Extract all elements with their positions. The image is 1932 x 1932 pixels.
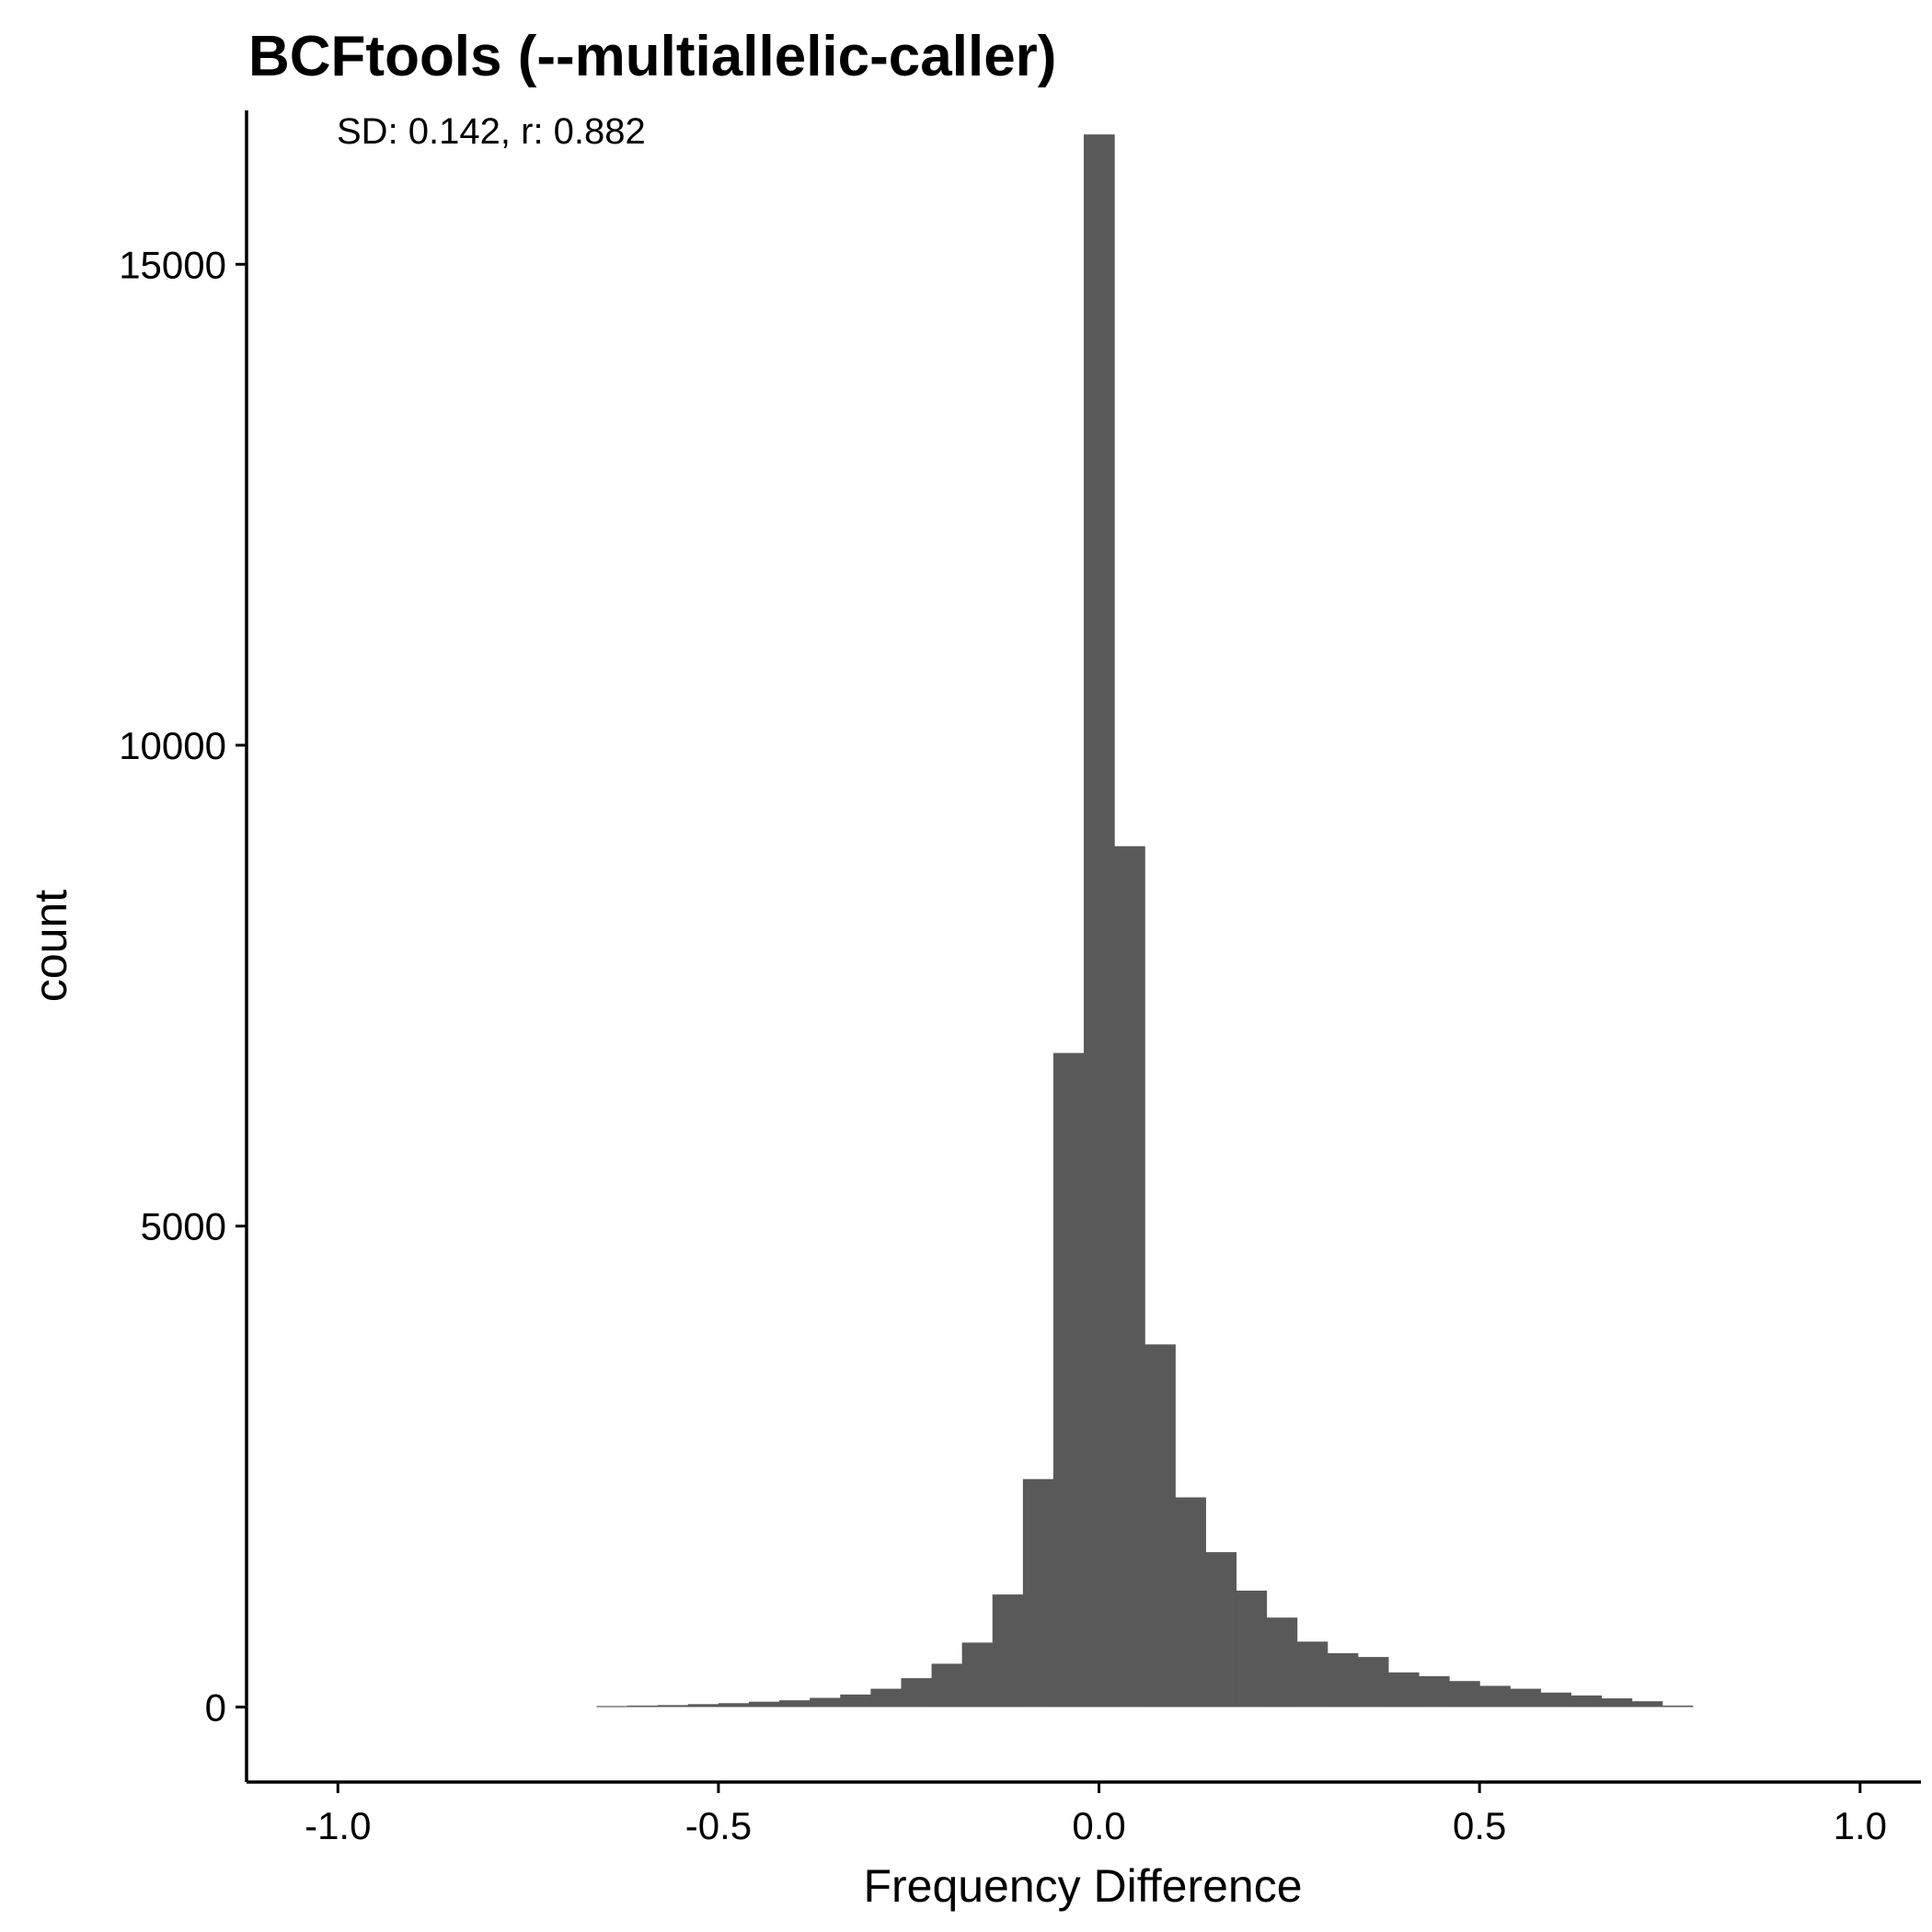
y-axis-ticks: 0 5000 10000 15000 xyxy=(119,243,247,1729)
y-tick-label: 0 xyxy=(205,1685,226,1729)
y-axis-title: count xyxy=(25,890,76,1002)
histogram-bar xyxy=(1601,1698,1633,1708)
histogram-bar xyxy=(1357,1657,1389,1708)
histogram-bar xyxy=(1540,1692,1572,1708)
y-tick-label: 15000 xyxy=(119,243,226,286)
histogram-bar xyxy=(1419,1676,1450,1708)
histogram-bar xyxy=(961,1642,994,1708)
histogram-bars xyxy=(596,134,1694,1708)
histogram-bar xyxy=(1175,1497,1206,1708)
x-tick-label: -0.5 xyxy=(685,1804,752,1847)
histogram-bar xyxy=(718,1703,750,1708)
histogram-bar xyxy=(1205,1552,1237,1708)
histogram-bar xyxy=(992,1594,1024,1708)
histogram-bar xyxy=(1570,1695,1603,1708)
histogram-bar xyxy=(1022,1478,1054,1708)
histogram-bar xyxy=(687,1704,719,1708)
histogram-bar xyxy=(779,1700,811,1708)
x-tick-label: 0.0 xyxy=(1072,1804,1125,1847)
stats-annotation: SD: 0.142, r: 0.882 xyxy=(337,111,646,152)
x-tick-label: 1.0 xyxy=(1834,1804,1887,1847)
chart-title: BCFtools (--multiallelic-caller) xyxy=(248,25,1056,88)
histogram-bar xyxy=(1266,1617,1298,1708)
histogram-bar xyxy=(1387,1672,1420,1708)
histogram-bar xyxy=(1510,1688,1541,1708)
x-tick-label: 0.5 xyxy=(1453,1804,1506,1847)
x-axis-title: Frequency Difference xyxy=(863,1860,1302,1912)
x-tick-label: -1.0 xyxy=(305,1804,371,1847)
histogram-bar xyxy=(1449,1681,1480,1708)
histogram-bar xyxy=(1052,1052,1085,1708)
histogram-bar xyxy=(840,1694,871,1708)
histogram-bar xyxy=(1296,1641,1328,1708)
histogram-bar xyxy=(1479,1685,1511,1708)
histogram-bar xyxy=(1114,845,1145,1708)
histogram-bar xyxy=(749,1701,780,1708)
histogram-bar xyxy=(657,1705,689,1708)
histogram-bar xyxy=(810,1697,841,1708)
histogram-bar xyxy=(1236,1590,1268,1708)
histogram-bar xyxy=(1084,134,1115,1708)
histogram-bar xyxy=(901,1678,933,1708)
x-axis-ticks: -1.0 -0.5 0.0 0.5 1.0 xyxy=(305,1782,1887,1847)
histogram-bar xyxy=(596,1706,628,1708)
histogram-bar xyxy=(1662,1705,1694,1708)
histogram-bar xyxy=(627,1705,659,1708)
histogram-bar xyxy=(931,1663,963,1708)
histogram-bar xyxy=(870,1688,903,1708)
histogram-bar xyxy=(1327,1652,1359,1708)
y-tick-label: 5000 xyxy=(141,1205,226,1248)
histogram-bar xyxy=(1631,1701,1663,1708)
histogram-bar xyxy=(1144,1344,1176,1708)
y-tick-label: 10000 xyxy=(119,724,226,767)
